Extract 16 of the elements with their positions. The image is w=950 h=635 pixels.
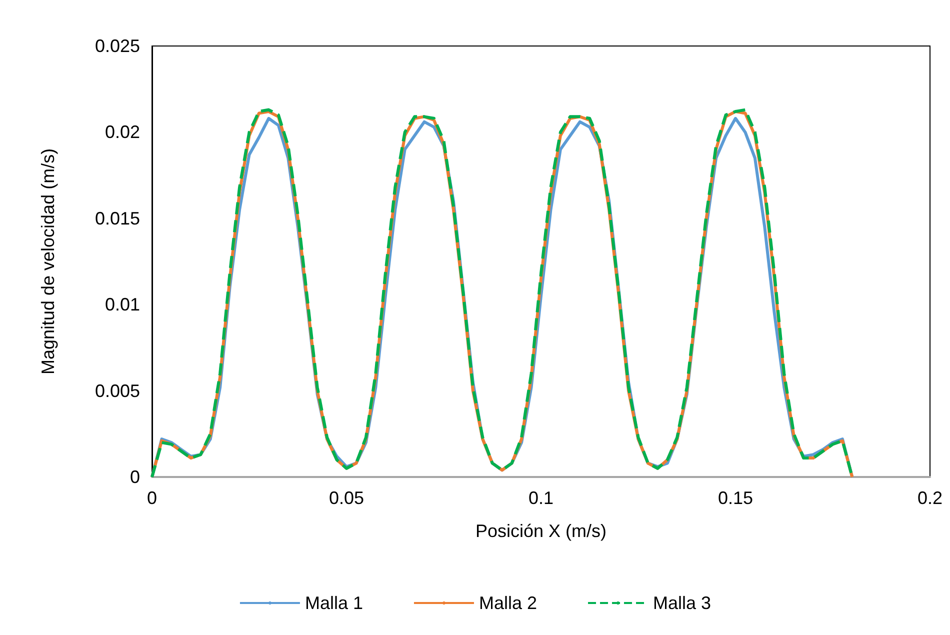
x-tick-label: 0.15 (718, 488, 754, 508)
x-tick-label: 0.1 (528, 488, 554, 508)
y-tick-label: 0.02 (104, 122, 140, 142)
y-axis-title: Magnitud de velocidad (m/s) (38, 148, 58, 375)
legend-label: Malla 1 (304, 593, 363, 613)
y-tick-label: 0.005 (94, 380, 140, 401)
legend-label: Malla 3 (653, 593, 712, 613)
y-tick-label: 0.015 (94, 208, 140, 228)
x-tick-label: 0 (146, 488, 158, 508)
y-tick-label: 0 (130, 467, 140, 487)
x-axis-title: Posición X (m/s) (475, 521, 607, 541)
x-tick-label: 0.05 (328, 488, 364, 508)
x-tick-label: 0.2 (917, 488, 943, 508)
y-tick-label: 0.01 (104, 294, 140, 315)
legend-label: Malla 2 (478, 593, 538, 613)
y-tick-label: 0.025 (94, 36, 140, 56)
